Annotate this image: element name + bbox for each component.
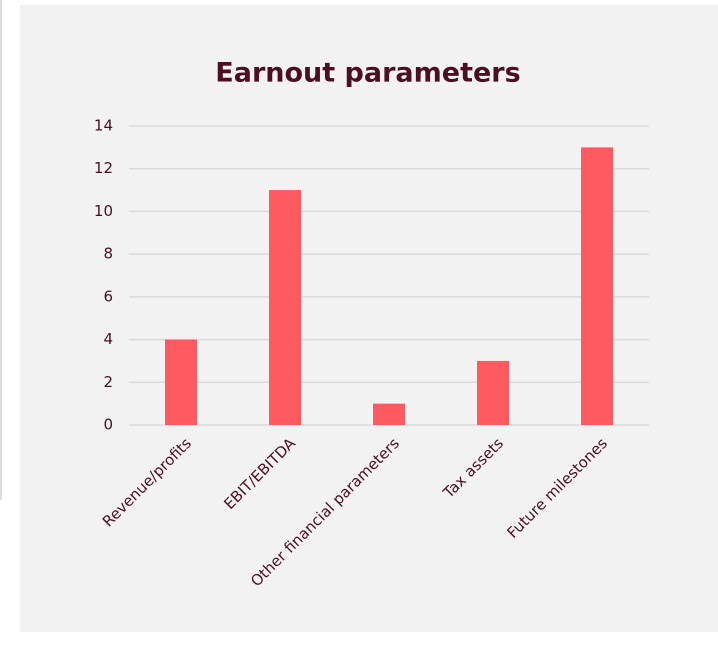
y-tick-label: 2: [103, 373, 113, 391]
bar: [373, 403, 405, 425]
y-tick-label: 14: [94, 117, 113, 135]
y-tick-label: 10: [94, 202, 113, 220]
y-tick-label: 12: [94, 159, 113, 177]
y-tick-label: 8: [103, 245, 113, 263]
chart-panel: [20, 5, 718, 632]
y-tick-label: 0: [103, 416, 113, 434]
bar: [269, 190, 301, 425]
y-tick-label: 4: [103, 330, 113, 348]
bar: [477, 360, 509, 425]
bar: [581, 147, 613, 425]
chart-title: Earnout parameters: [215, 58, 520, 89]
y-tick-label: 6: [103, 287, 113, 305]
bar: [165, 339, 197, 425]
